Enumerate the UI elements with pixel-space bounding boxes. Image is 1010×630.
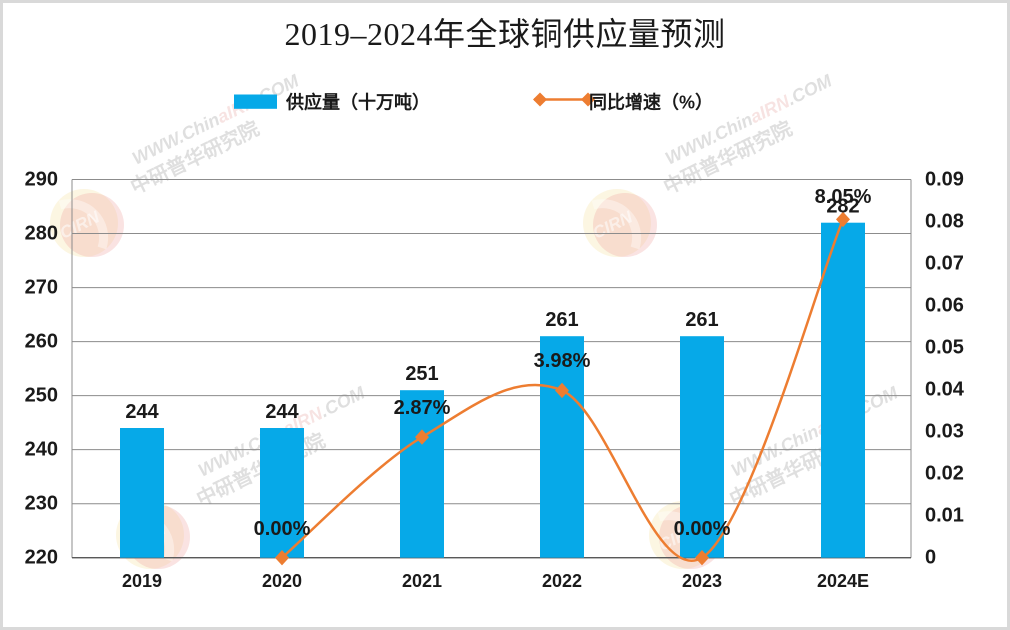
svg-text:2020: 2020 (262, 571, 302, 591)
svg-text:供应量（十万吨）: 供应量（十万吨） (285, 92, 430, 113)
svg-text:261: 261 (685, 309, 718, 331)
svg-text:0.00%: 0.00% (254, 518, 311, 540)
svg-text:0.05: 0.05 (925, 337, 964, 359)
svg-text:244: 244 (125, 401, 159, 423)
svg-text:0.04: 0.04 (925, 379, 965, 401)
svg-text:0.06: 0.06 (925, 295, 964, 317)
svg-text:2.87%: 2.87% (394, 397, 451, 419)
svg-text:290: 290 (25, 169, 58, 191)
svg-text:270: 270 (25, 277, 58, 299)
svg-text:2024E: 2024E (817, 571, 869, 591)
svg-text:0.09: 0.09 (925, 169, 964, 191)
svg-text:0: 0 (925, 547, 936, 569)
svg-text:8.05%: 8.05% (815, 186, 872, 208)
svg-text:261: 261 (545, 309, 578, 331)
svg-text:220: 220 (25, 547, 58, 569)
svg-text:0.08: 0.08 (925, 211, 964, 233)
svg-text:0.01: 0.01 (925, 505, 964, 527)
svg-text:3.98%: 3.98% (534, 350, 591, 372)
svg-text:2023: 2023 (682, 571, 722, 591)
svg-text:2019: 2019 (122, 571, 162, 591)
svg-text:260: 260 (25, 331, 58, 353)
svg-text:0.00%: 0.00% (674, 518, 731, 540)
svg-text:244: 244 (265, 401, 299, 423)
svg-text:0.07: 0.07 (925, 253, 964, 275)
svg-text:0.03: 0.03 (925, 421, 964, 443)
svg-text:251: 251 (405, 363, 438, 385)
svg-text:同比增速（%）: 同比增速（%） (589, 92, 713, 113)
svg-text:240: 240 (25, 439, 58, 461)
svg-text:230: 230 (25, 493, 58, 515)
svg-text:250: 250 (25, 385, 58, 407)
svg-text:2021: 2021 (402, 571, 442, 591)
svg-text:0.02: 0.02 (925, 463, 964, 485)
svg-text:280: 280 (25, 223, 58, 245)
svg-text:2022: 2022 (542, 571, 582, 591)
